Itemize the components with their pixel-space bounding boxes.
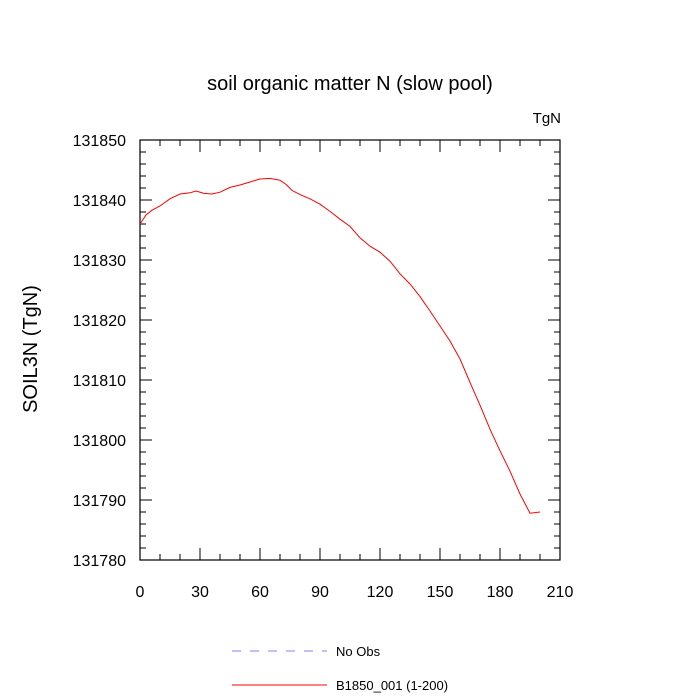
units-label: TgN <box>533 110 561 127</box>
axis-ticks <box>139 139 561 561</box>
y-tick-label: 131790 <box>73 493 126 510</box>
x-tick-labels: 0 30 60 90 120 150 180 210 <box>136 584 574 601</box>
x-tick-label: 210 <box>547 584 574 601</box>
y-tick-label: 131840 <box>73 193 126 210</box>
x-tick-label: 150 <box>427 584 454 601</box>
y-tick-label: 131820 <box>73 313 126 330</box>
x-tick-label: 90 <box>311 584 329 601</box>
chart-title: soil organic matter N (slow pool) <box>207 73 493 95</box>
series-line-1 <box>139 177 541 514</box>
y-tick-labels: 131780 131790 131800 131810 131820 131830 1318… <box>73 133 126 570</box>
y-tick-label: 131780 <box>73 553 126 570</box>
x-tick-label: 30 <box>191 584 209 601</box>
y-axis-label: SOIL3N (TgN) <box>20 285 42 413</box>
y-tick-label: 131850 <box>73 133 126 150</box>
plot-frame <box>139 139 561 561</box>
y-tick-label: 131800 <box>73 433 126 450</box>
legend: No Obs B1850_001 (1-200) <box>232 644 448 693</box>
x-tick-label: 120 <box>367 584 394 601</box>
y-tick-label: 131810 <box>73 373 126 390</box>
x-tick-label: 60 <box>251 584 269 601</box>
x-tick-label: 180 <box>487 584 514 601</box>
series-group <box>139 177 541 514</box>
y-tick-label: 131830 <box>73 253 126 270</box>
x-tick-label: 0 <box>136 584 145 601</box>
legend-label-b1850: B1850_001 (1-200) <box>336 678 448 693</box>
legend-label-no-obs: No Obs <box>336 644 381 659</box>
